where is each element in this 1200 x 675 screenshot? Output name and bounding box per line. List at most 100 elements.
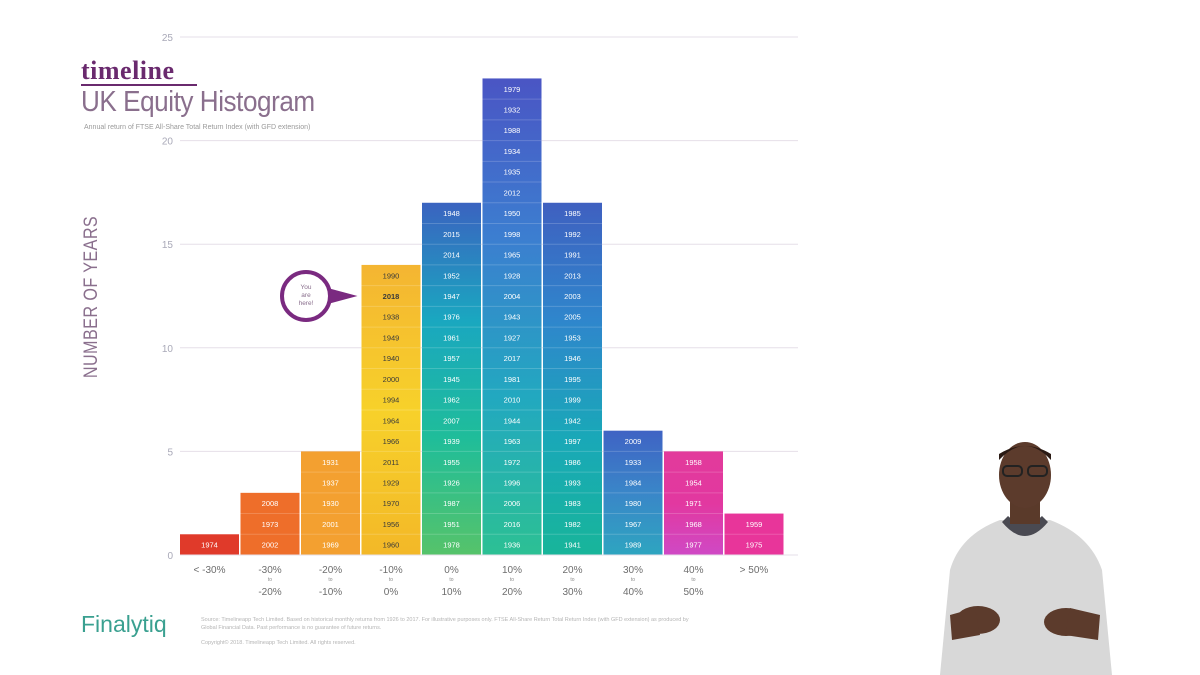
year-label: 1950 (504, 209, 521, 218)
year-label: 1947 (443, 292, 460, 301)
year-label: 1998 (504, 230, 521, 239)
year-label: 1999 (564, 396, 581, 405)
year-label: 1962 (443, 396, 460, 405)
year-label: 1979 (504, 85, 521, 94)
year-label: 1977 (685, 541, 702, 550)
callout-text-line: are (301, 292, 311, 299)
x-tick-label-bottom: 30% (562, 587, 582, 598)
x-tick-label-top: 30% (623, 565, 643, 576)
year-label: 1954 (685, 478, 702, 487)
y-tick-label: 10 (162, 344, 174, 355)
y-tick-label: 25 (162, 33, 174, 44)
year-label: 1938 (383, 313, 400, 322)
year-label: 1990 (383, 271, 400, 280)
year-label: 1992 (564, 230, 581, 239)
year-label: 1941 (564, 541, 581, 550)
callout-text-line: You (301, 284, 312, 291)
year-label: 2006 (504, 499, 521, 508)
year-label: 1991 (564, 251, 581, 260)
year-label: 1984 (625, 478, 642, 487)
year-label: 2001 (322, 520, 339, 529)
year-label: 1949 (383, 333, 400, 342)
x-tick-label-bottom: 50% (683, 587, 703, 598)
year-label: 1933 (625, 458, 642, 467)
year-label: 1974 (201, 541, 218, 550)
year-label: 1976 (443, 313, 460, 322)
year-label: 1951 (443, 520, 460, 529)
year-label: 1948 (443, 209, 460, 218)
year-label: 2003 (564, 292, 581, 301)
x-tick-label-top: 40% (683, 565, 703, 576)
histogram-bar (543, 202, 602, 555)
copyright-note: Copyright© 2018. Timelineapp Tech Limite… (201, 640, 356, 646)
year-label: 1966 (383, 437, 400, 446)
year-label: 1940 (383, 354, 400, 363)
year-label: 1964 (383, 416, 400, 425)
x-tick-label-top: < -30% (194, 565, 226, 576)
year-label: 1934 (504, 147, 521, 156)
x-tick-label-top: > 50% (740, 565, 769, 576)
year-label: 1968 (685, 520, 702, 529)
year-label: 1953 (564, 333, 581, 342)
x-tick-label-mid: to (449, 577, 453, 583)
histogram-bar (240, 492, 300, 555)
year-label: 1961 (443, 333, 460, 342)
year-label: 1995 (564, 375, 581, 384)
year-label: 1932 (504, 106, 521, 115)
year-label: 1981 (504, 375, 521, 384)
year-label: 1939 (443, 437, 460, 446)
x-tick-label-bottom: 40% (623, 587, 643, 598)
brand-underline (81, 84, 197, 86)
callout-text-line: here! (299, 300, 314, 307)
year-label: 1967 (625, 520, 642, 529)
year-label: 1970 (383, 499, 400, 508)
presenter-video (940, 442, 1112, 675)
x-tick-label-bottom: 20% (502, 587, 522, 598)
year-label: 2010 (504, 396, 521, 405)
year-label: 1960 (383, 541, 400, 550)
year-label: 1987 (443, 499, 460, 508)
year-label: 1988 (504, 126, 521, 135)
x-tick-label-mid: to (328, 577, 332, 583)
x-tick-label-bottom: 0% (384, 587, 399, 598)
year-label: 2011 (383, 458, 399, 467)
x-tick-label-top: -10% (379, 565, 402, 576)
year-label: 1955 (443, 458, 460, 467)
year-label: 2008 (262, 499, 279, 508)
year-label: 1935 (504, 168, 521, 177)
year-label: 1985 (564, 209, 581, 218)
year-label: 1963 (504, 437, 521, 446)
year-label: 2012 (504, 188, 521, 197)
year-label: 2004 (504, 292, 521, 301)
year-label: 1978 (443, 541, 460, 550)
year-label: 1946 (564, 354, 581, 363)
year-label: 1973 (262, 520, 279, 529)
x-tick-label-mid: to (510, 577, 514, 583)
x-tick-label-top: -30% (258, 565, 281, 576)
year-label: 1928 (504, 271, 521, 280)
year-label: 2014 (443, 251, 460, 260)
year-label: 1945 (443, 375, 460, 384)
year-label: 1997 (564, 437, 581, 446)
year-label: 2015 (443, 230, 460, 239)
histogram-bar (724, 513, 784, 555)
histogram-bar (361, 264, 421, 555)
year-label: 1957 (443, 354, 460, 363)
year-label: 1936 (504, 541, 521, 550)
year-label: 1986 (564, 458, 581, 467)
finalytiq-logo-text: Finalytiq (81, 611, 167, 637)
year-label: 1927 (504, 333, 521, 342)
histogram-bar (664, 451, 723, 555)
year-label: 1929 (383, 478, 400, 487)
x-tick-label-mid: to (631, 577, 635, 583)
chart-subtitle: Annual return of FTSE All-Share Total Re… (84, 124, 311, 131)
year-label: 1993 (564, 478, 581, 487)
year-label: 1937 (322, 478, 339, 487)
histogram-bar (301, 451, 360, 555)
brand-wordmark: timeline (81, 56, 175, 85)
year-label: 2005 (564, 313, 581, 322)
year-label: 2007 (443, 416, 460, 425)
year-label: 1944 (504, 416, 521, 425)
